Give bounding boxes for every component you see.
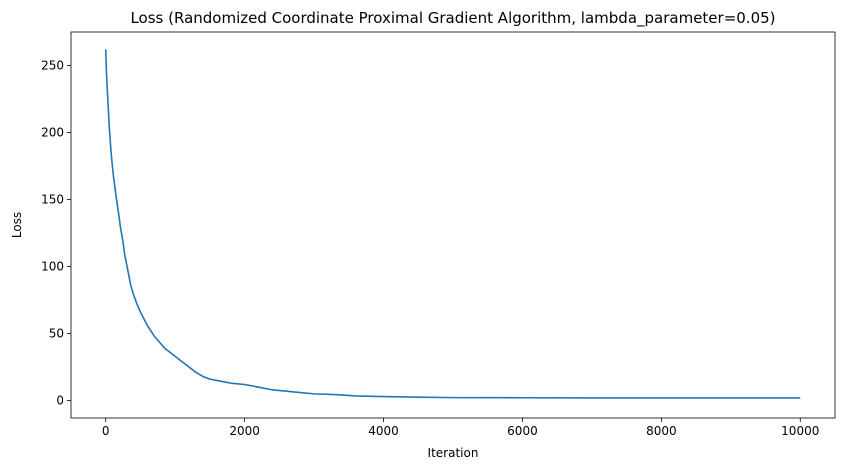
x-axis-ticks: 0 2000 4000 6000 8000 10000 [102,418,819,438]
y-tick-label: 250 [41,59,64,73]
x-tick-label: 4000 [368,424,399,438]
y-tick-label: 150 [41,193,64,207]
x-tick-label: 6000 [507,424,538,438]
y-tick-label: 50 [49,327,64,341]
plot-area [70,31,836,419]
y-tick-label: 100 [41,260,64,274]
chart-title: Loss (Randomized Coordinate Proximal Gra… [130,9,775,28]
x-axis-label: Iteration [428,446,479,460]
y-axis-label: Loss [10,212,24,238]
loss-series-line [104,49,801,399]
x-tick-label: 0 [102,424,110,438]
x-tick-label: 8000 [646,424,677,438]
x-tick-label: 2000 [229,424,260,438]
y-axis-ticks: 0 50 100 150 200 250 [41,59,71,408]
x-tick-label: 10000 [781,424,819,438]
plot-frame [70,31,836,419]
y-tick-label: 0 [56,394,64,408]
y-tick-label: 200 [41,126,64,140]
